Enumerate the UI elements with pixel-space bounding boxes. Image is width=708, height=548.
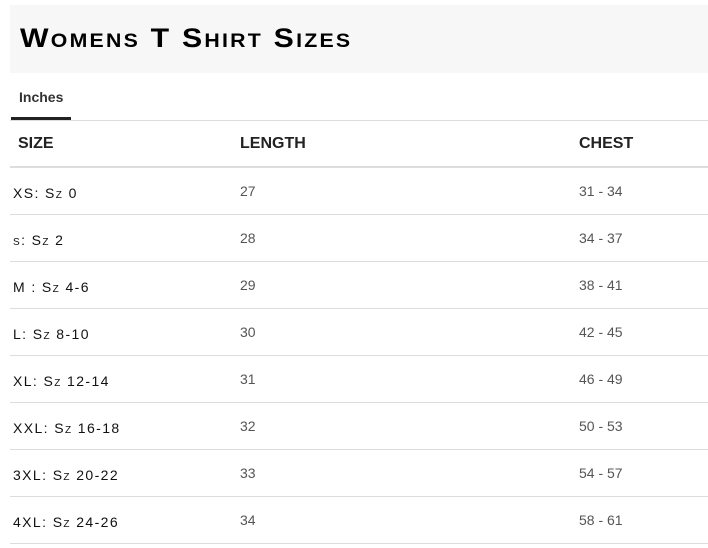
header-chest: CHEST	[579, 121, 708, 168]
table-row: 4XL: Sz 24-26 34 58 - 61	[10, 496, 708, 544]
tab-label: Inches	[19, 89, 64, 105]
cell-size: 4XL: Sz 24-26	[10, 496, 240, 544]
cell-chest: 38 - 41	[579, 261, 708, 309]
cell-chest: 34 - 37	[579, 214, 708, 262]
tab-inches[interactable]: Inches	[11, 85, 71, 120]
page-title: Womens T Shirt Sizes	[20, 23, 353, 53]
cell-size: XXL: Sz 16-18	[10, 402, 240, 450]
cell-size: XS: Sz 0	[10, 167, 240, 215]
title-banner: Womens T Shirt Sizes	[10, 5, 708, 73]
cell-length: 34	[240, 496, 579, 544]
cell-length: 29	[240, 261, 579, 309]
cell-chest: 42 - 45	[579, 308, 708, 356]
header-size: SIZE	[10, 121, 240, 168]
cell-length: 32	[240, 402, 579, 450]
cell-length: 33	[240, 449, 579, 497]
table-row: XL: Sz 12-14 31 46 - 49	[10, 355, 708, 403]
cell-chest: 31 - 34	[579, 167, 708, 215]
cell-length: 30	[240, 308, 579, 356]
divider	[10, 120, 708, 121]
table-header-row: SIZE LENGTH CHEST	[10, 121, 708, 168]
header-length: LENGTH	[240, 121, 579, 168]
cell-length: 28	[240, 214, 579, 262]
table-row: XS: Sz 0 27 31 - 34	[10, 167, 708, 215]
cell-length: 31	[240, 355, 579, 403]
cell-size: XL: Sz 12-14	[10, 355, 240, 403]
size-table: SIZE LENGTH CHEST XS: Sz 0 27 31 - 34 s: Sz…	[10, 121, 708, 544]
cell-chest: 58 - 61	[579, 496, 708, 544]
cell-chest: 46 - 49	[579, 355, 708, 403]
cell-size: 3XL: Sz 20-22	[10, 449, 240, 497]
table-row: 3XL: Sz 20-22 33 54 - 57	[10, 449, 708, 497]
cell-size: M : Sz 4-6	[10, 261, 240, 309]
table-row: XXL: Sz 16-18 32 50 - 53	[10, 402, 708, 450]
cell-size: s: Sz 2	[10, 214, 240, 262]
cell-chest: 50 - 53	[579, 402, 708, 450]
cell-length: 27	[240, 167, 579, 215]
cell-size: L: Sz 8-10	[10, 308, 240, 356]
cell-chest: 54 - 57	[579, 449, 708, 497]
table-row: s: Sz 2 28 34 - 37	[10, 214, 708, 262]
table-row: M : Sz 4-6 29 38 - 41	[10, 261, 708, 309]
table-row: L: Sz 8-10 30 42 - 45	[10, 308, 708, 356]
